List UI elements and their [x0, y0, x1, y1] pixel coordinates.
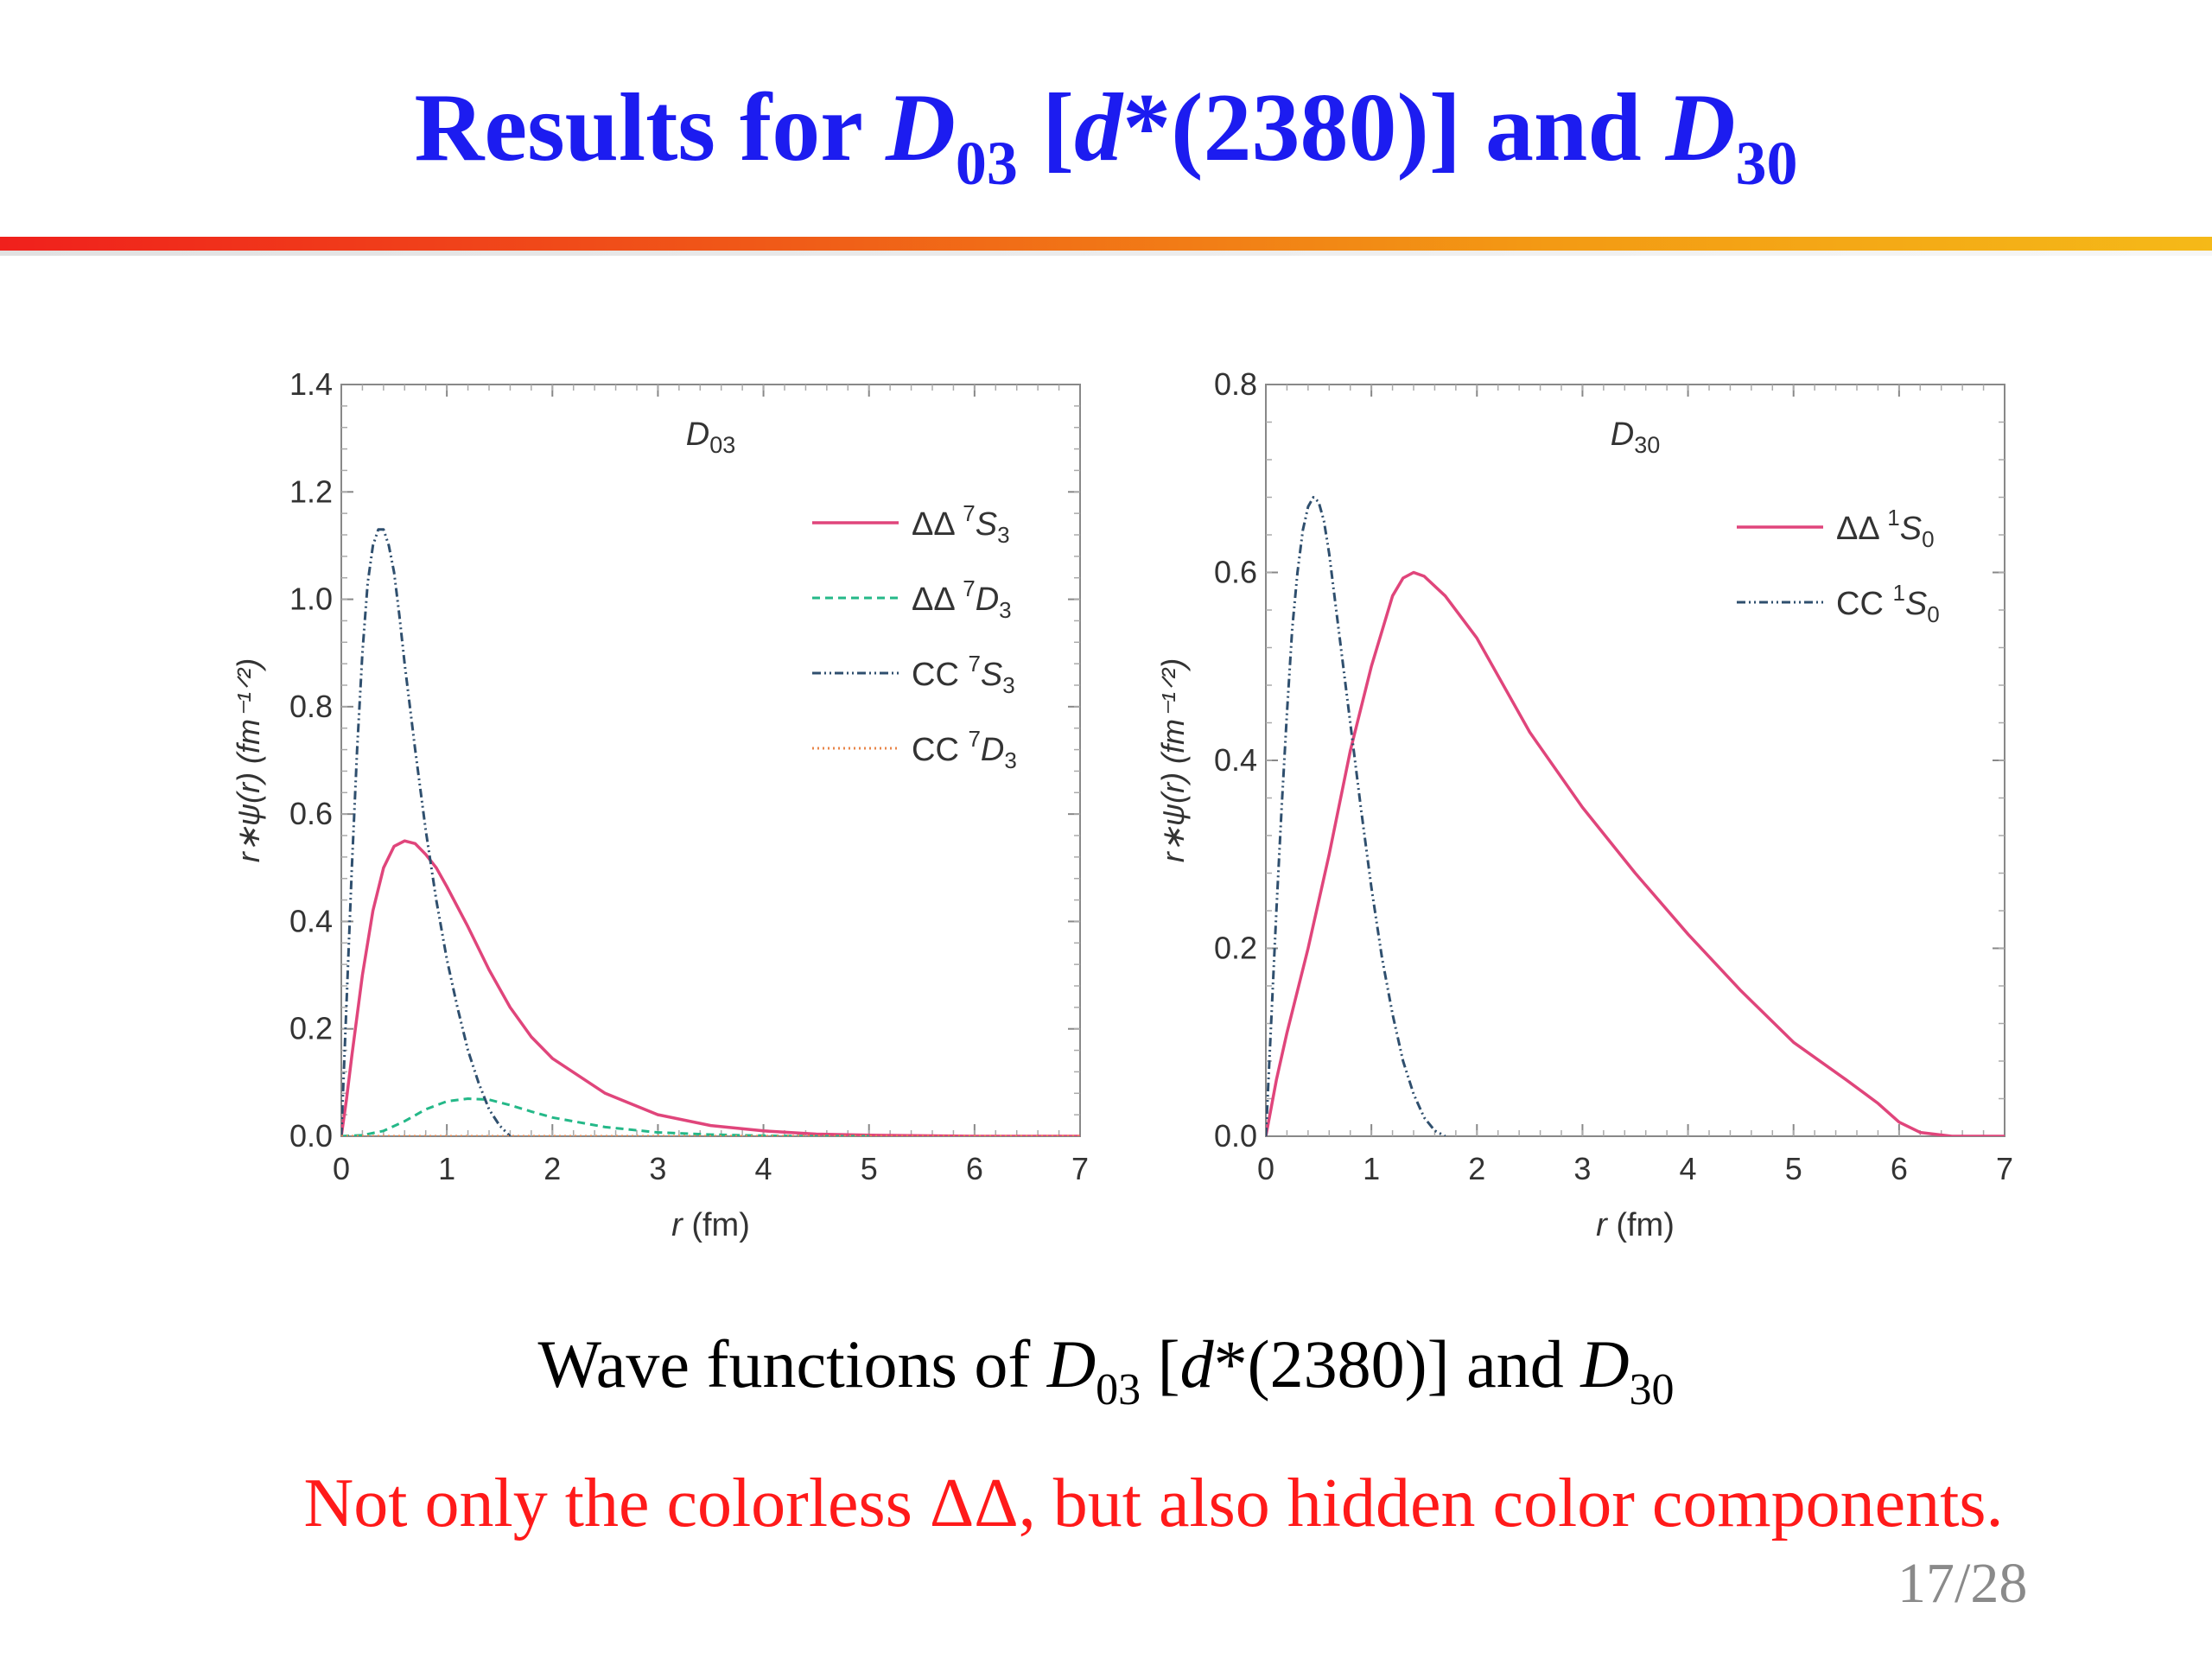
- x-tick-label: 2: [543, 1151, 561, 1186]
- legend-sup: 7: [963, 575, 975, 601]
- y-tick-label: 0.2: [1214, 931, 1257, 966]
- page-number: 17/28: [1897, 1552, 2028, 1615]
- panel-label-sub: 30: [1634, 432, 1660, 458]
- x-tick-label: 5: [1785, 1151, 1802, 1186]
- figure-caption: Wave functions of D03 [d*(2380)] and D30: [537, 1326, 1675, 1414]
- y-tick-label: 0.0: [1214, 1118, 1257, 1154]
- x-tick-label: 6: [1891, 1151, 1908, 1186]
- legend-sup: 7: [968, 651, 980, 677]
- x-tick-label: 7: [1071, 1151, 1089, 1186]
- x-tick-label: 0: [1257, 1151, 1274, 1186]
- axes-group: 0 1 2 3 4 5 6 7 0.0 0.2 0.4 0.6 0.8 1.0 1.2 1.4 r (fm) r∗…: [231, 366, 1089, 1243]
- legend-state: S: [976, 506, 997, 543]
- x-tick-label: 0: [333, 1151, 350, 1186]
- legend-sub: 3: [997, 522, 1009, 548]
- y-tick-label: 0.2: [289, 1011, 333, 1046]
- y-tick-label: 1.4: [289, 366, 333, 402]
- legend-sup: 1: [1892, 580, 1904, 606]
- y-tick-label: 0.8: [1214, 366, 1257, 402]
- series-line-0: [341, 839, 1080, 1136]
- y-tick-label: 0.4: [1214, 742, 1257, 778]
- series-line-1: [1266, 496, 1446, 1136]
- legend-label-1: ΔΔ 7D3: [912, 575, 1012, 623]
- legend-sup: 7: [968, 726, 980, 752]
- y-tick-label: 1.2: [289, 474, 333, 509]
- legend-state: D: [976, 582, 999, 618]
- y-tick-label: 0.8: [289, 689, 333, 724]
- x-axis-label-var: r: [671, 1207, 683, 1243]
- x-tick-label: 3: [649, 1151, 666, 1186]
- x-axis-label-var: r: [1596, 1207, 1608, 1243]
- legend-label-2: CC 7S3: [912, 651, 1015, 698]
- x-axis-label-unit: (fm): [1607, 1207, 1675, 1243]
- legend-sub: 3: [999, 597, 1011, 623]
- y-axis-label: r∗ψ(r) (fm⁻¹ᐟ²): [1155, 658, 1191, 863]
- legend-sub: 0: [1922, 526, 1934, 552]
- series-group: [1266, 496, 2005, 1136]
- panel-label-letter: D: [1611, 416, 1634, 453]
- axes-group: 0 1 2 3 4 5 6 70.00.20.40.60.8r (fm)r∗ψ(r) (fm⁻…: [1155, 366, 2013, 1243]
- plot-frame: [340, 384, 1081, 1137]
- panel-label-letter: D: [686, 416, 709, 453]
- x-tick-label: 2: [1468, 1151, 1485, 1186]
- series-line-1: [341, 1097, 869, 1136]
- x-axis-label: r (fm): [671, 1207, 750, 1243]
- legend-state: S: [981, 657, 1002, 693]
- x-tick-label: 1: [438, 1151, 455, 1186]
- legend-sup: 7: [963, 500, 975, 526]
- title-divider: [0, 237, 2212, 256]
- plot-frame: [1265, 384, 2005, 1137]
- y-axis-label: r∗ψ(r) (fm⁻¹ᐟ²): [231, 658, 266, 863]
- panel-label-sub: 03: [709, 432, 735, 458]
- series-group: [341, 528, 1080, 1136]
- panel-label: D30: [1611, 416, 1661, 458]
- x-tick-label: 4: [755, 1151, 772, 1186]
- y-tick-label: 0.4: [289, 903, 333, 938]
- legend-state: D: [981, 732, 1004, 768]
- x-axis-label-unit: (fm): [683, 1207, 750, 1243]
- legend-sub: 3: [1002, 672, 1014, 698]
- x-tick-label: 4: [1680, 1151, 1697, 1186]
- y-tick-label: 1.0: [289, 582, 333, 617]
- legend-main: ΔΔ: [1836, 511, 1887, 547]
- legend-main: ΔΔ: [912, 582, 963, 618]
- legend-label-1: CC 1S0: [1836, 580, 1940, 627]
- legend-state: S: [1905, 586, 1927, 622]
- y-tick-label: 0.6: [289, 796, 333, 831]
- legend-label-0: ΔΔ 7S3: [912, 500, 1010, 548]
- legend-main: ΔΔ: [912, 506, 963, 543]
- slide-title: Results for D03 [d*(2380)] and D30: [414, 74, 1798, 198]
- y-tick-label: 0.0: [289, 1118, 333, 1154]
- legend-state: S: [1900, 511, 1922, 547]
- x-tick-label: 1: [1363, 1151, 1380, 1186]
- series-line-2: [341, 528, 512, 1136]
- chart-d30: 0 1 2 3 4 5 6 70.00.20.40.60.8r (fm)r∗ψ(r) (fm⁻…: [1155, 366, 2013, 1243]
- legend-label-3: CC 7D3: [912, 726, 1017, 773]
- x-tick-label: 7: [1996, 1151, 2013, 1186]
- legend-sub: 3: [1004, 747, 1016, 773]
- x-axis-label: r (fm): [1596, 1207, 1675, 1243]
- legend-label-0: ΔΔ 1S0: [1836, 505, 1935, 552]
- legend-main: CC: [912, 732, 968, 768]
- x-tick-label: 5: [861, 1151, 878, 1186]
- series-line-0: [1266, 570, 2005, 1136]
- y-tick-label: 0.6: [1214, 555, 1257, 590]
- legend-sup: 1: [1887, 505, 1899, 531]
- x-tick-label: 6: [966, 1151, 983, 1186]
- panel-label: D03: [686, 416, 736, 458]
- conclusion-note: Not only the colorless ΔΔ, but also hidd…: [303, 1465, 2004, 1541]
- legend-main: CC: [1836, 586, 1892, 622]
- legend-main: CC: [912, 657, 968, 693]
- x-tick-label: 3: [1573, 1151, 1591, 1186]
- chart-d03: 0 1 2 3 4 5 6 7 0.0 0.2 0.4 0.6 0.8 1.0 1.2 1.4 r (fm) r∗…: [231, 366, 1089, 1243]
- legend-sub: 0: [1927, 601, 1939, 627]
